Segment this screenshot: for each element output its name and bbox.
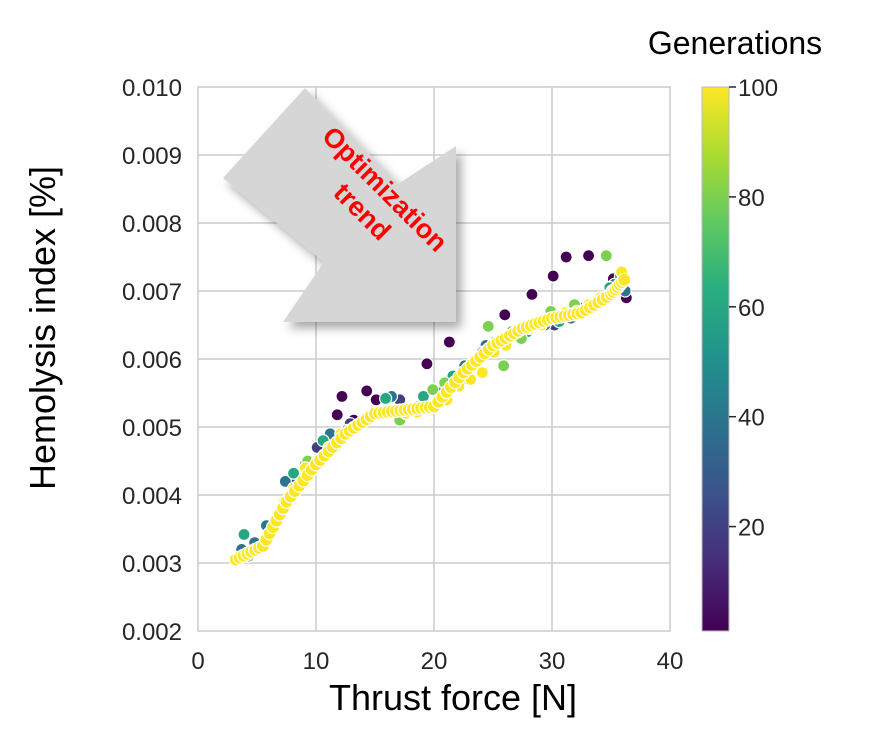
scatter-point	[497, 359, 511, 373]
scatter-point	[335, 389, 349, 403]
scatter-point	[286, 466, 301, 480]
x-tick-label: 10	[303, 648, 330, 675]
scatter-point	[481, 319, 495, 333]
x-tick-labels: 0 10 20 30 40	[191, 648, 683, 675]
scatter-point	[581, 249, 596, 263]
y-axis-label: Hemolysis index [%]	[22, 166, 63, 490]
y-tick-label: 0.009	[122, 143, 182, 170]
colorbar-tick-label: 60	[738, 295, 765, 322]
optimization-trend-arrow	[223, 88, 456, 322]
x-tick-label: 20	[421, 648, 448, 675]
x-tick-label: 30	[539, 648, 566, 675]
y-tick-labels: 0.002 0.003 0.004 0.005 0.006 0.007 0.008 0.009…	[122, 75, 182, 646]
scatter-point	[442, 335, 456, 349]
y-tick-label: 0.008	[122, 211, 182, 238]
y-tick-label: 0.003	[122, 551, 182, 578]
scatter-point	[426, 383, 440, 397]
scatter-point	[498, 308, 512, 322]
y-tick-label: 0.010	[122, 75, 182, 102]
arrow-shape	[223, 88, 456, 322]
colorbar-ticks: 20 40 60 80 100	[729, 75, 778, 542]
y-tick-label: 0.002	[122, 619, 182, 646]
y-tick-label: 0.004	[122, 483, 182, 510]
x-tick-label: 0	[191, 648, 204, 675]
x-axis-label: Thrust force [N]	[329, 677, 577, 718]
x-tick-label: 40	[657, 648, 684, 675]
colorbar-tick-label: 40	[738, 405, 765, 432]
scatter-point	[379, 391, 393, 406]
colorbar-tick-label: 80	[738, 185, 765, 212]
scatter-point	[237, 527, 251, 542]
scatter-point	[559, 250, 573, 264]
y-tick-label: 0.006	[122, 347, 182, 374]
scatter-point	[475, 366, 489, 380]
scatter-point	[420, 357, 434, 371]
y-tick-label: 0.005	[122, 415, 182, 442]
scatter-point	[525, 287, 539, 301]
scatter-point	[330, 408, 344, 422]
colorbar-tick-label: 20	[738, 515, 765, 542]
scatter-point	[617, 272, 632, 287]
scatter-point	[546, 269, 560, 283]
scatter-point	[599, 249, 613, 263]
colorbar	[701, 86, 730, 632]
colorbar-tick-label: 100	[738, 75, 778, 102]
colorbar-title: Generations	[648, 25, 822, 61]
scatter-point	[360, 384, 374, 398]
y-tick-label: 0.007	[122, 279, 182, 306]
scatter-points	[228, 249, 633, 567]
